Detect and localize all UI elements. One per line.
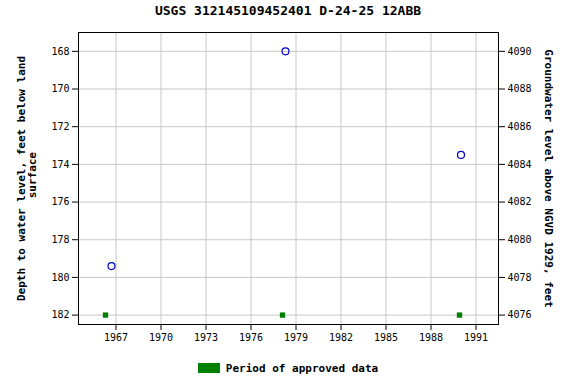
svg-text:172: 172 (51, 121, 69, 132)
svg-text:Groundwater level above NGVD 1: Groundwater level above NGVD 1929, feet (542, 49, 555, 307)
html-text:Period of approved data: Period of approved data (225, 361, 379, 375)
svg-text:4088: 4088 (508, 83, 532, 94)
svg-text:182: 182 (51, 309, 69, 320)
svg-text:1976: 1976 (239, 332, 263, 343)
svg-text:4090: 4090 (508, 46, 532, 57)
svg-text:4076: 4076 (508, 309, 532, 320)
svg-text:178: 178 (51, 234, 69, 245)
svg-text:1991: 1991 (464, 332, 488, 343)
svg-text:1970: 1970 (149, 332, 173, 343)
svg-text:4084: 4084 (508, 159, 532, 170)
svg-text:1973: 1973 (194, 332, 218, 343)
svg-text:Depth to water level, feet bel: Depth to water level, feet below land su… (15, 56, 39, 301)
svg-text:1967: 1967 (104, 332, 128, 343)
svg-text:4080: 4080 (508, 234, 532, 245)
svg-text:1985: 1985 (374, 332, 398, 343)
svg-text:180: 180 (51, 272, 69, 283)
svg-text:168: 168 (51, 46, 69, 57)
svg-text:4086: 4086 (508, 121, 532, 132)
svg-text:1982: 1982 (329, 332, 353, 343)
svg-text:4082: 4082 (508, 196, 532, 207)
svg-text:170: 170 (51, 83, 69, 94)
svg-text:4078: 4078 (508, 272, 532, 283)
svg-text:1988: 1988 (419, 332, 443, 343)
svg-text:174: 174 (51, 159, 69, 170)
svg-text:176: 176 (51, 196, 69, 207)
svg-text:1979: 1979 (284, 332, 308, 343)
html-text:USGS 312145109452401 D-24-25 1: USGS 312145109452401 D-24-25 12ABB (154, 3, 421, 18)
